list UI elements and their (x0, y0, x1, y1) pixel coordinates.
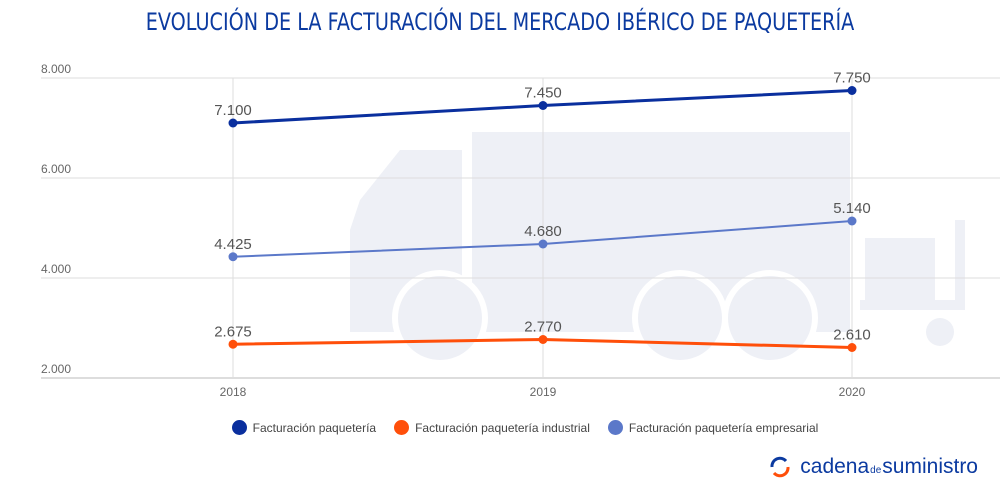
data-point (847, 343, 857, 352)
data-label: 7.450 (524, 85, 562, 102)
chart-title: EVOLUCIÓN DE LA FACTURACIÓN DEL MERCADO … (145, 8, 855, 36)
legend-marker (394, 420, 410, 435)
data-label: 5.140 (833, 200, 871, 217)
data-label: 4.425 (214, 236, 252, 253)
legend-label: Facturación paquetería empresarial (628, 420, 819, 435)
data-point (538, 239, 548, 249)
logo-text-de: de (870, 464, 882, 476)
legend-item: Facturación paquetería (231, 420, 377, 435)
data-label: 2.770 (524, 319, 562, 336)
data-point (228, 339, 238, 349)
data-point (538, 101, 548, 110)
legend: Facturación paquetería Facturación paquet… (0, 420, 1000, 435)
data-point (228, 118, 238, 128)
legend-item: Facturación paquetería industrial (394, 420, 590, 435)
data-point (847, 86, 857, 95)
data-label: 4.680 (524, 223, 562, 240)
x-tick-label: 2018 (220, 385, 247, 399)
data-point (228, 252, 238, 262)
logo-text-cadena: cadena (800, 455, 870, 478)
data-label: 7.750 (833, 70, 871, 87)
x-tick-label: 2020 (839, 385, 866, 399)
y-tick-label: 4.000 (41, 262, 71, 276)
logo-text-suministro: suministro (882, 455, 978, 478)
y-tick-label: 2.000 (41, 362, 71, 376)
legend-label: Facturación paquetería (252, 420, 377, 435)
legend-label: Facturación paquetería industrial (415, 420, 590, 435)
y-tick-label: 6.000 (41, 162, 71, 176)
cadena-de-suministro-logo: cadena de suministro (768, 455, 978, 479)
data-label: 2.610 (833, 327, 871, 344)
line-chart: 2.000 4.000 6.000 8.000 2018 2019 2020 7.100 7.4… (41, 62, 1000, 399)
truck-watermark-icon (350, 132, 965, 366)
data-label: 7.100 (214, 102, 252, 119)
y-tick-label: 8.000 (41, 62, 71, 76)
refresh-logo-icon (770, 456, 790, 478)
data-label: 2.675 (214, 323, 252, 340)
legend-marker (231, 420, 247, 435)
data-point (847, 216, 857, 226)
data-point (538, 335, 548, 344)
legend-marker (607, 420, 623, 435)
x-tick-label: 2019 (530, 385, 557, 399)
legend-item: Facturación paquetería empresarial (607, 420, 819, 435)
